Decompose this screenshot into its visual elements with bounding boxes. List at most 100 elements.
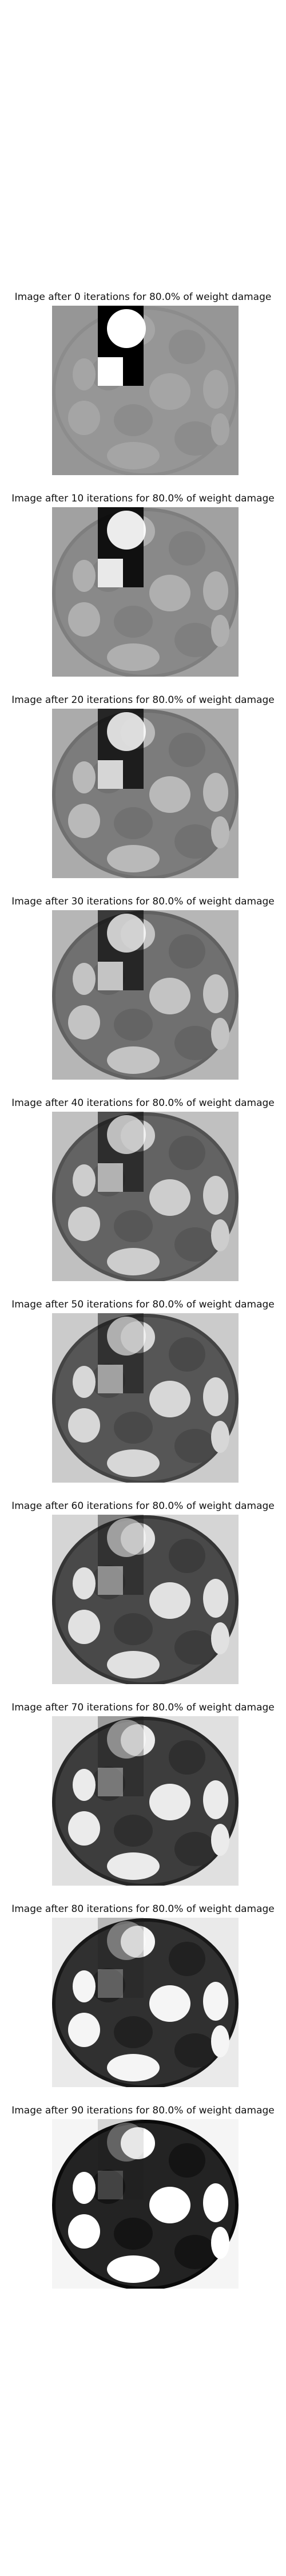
dark-patch bbox=[169, 531, 205, 566]
panel-iter-60: Image after 60 iterations for 80.0% of w… bbox=[0, 1500, 286, 1694]
white-patch bbox=[149, 978, 190, 1014]
panel-iter-90: Image after 90 iterations for 80.0% of w… bbox=[0, 2104, 286, 2299]
panel-title: Image after 20 iterations for 80.0% of w… bbox=[11, 694, 275, 706]
white-patch bbox=[98, 1768, 123, 1796]
white-patch bbox=[149, 2187, 190, 2223]
panel-iter-50: Image after 50 iterations for 80.0% of w… bbox=[0, 1298, 286, 1493]
white-patch bbox=[73, 1366, 96, 1398]
white-patch bbox=[149, 1381, 190, 1417]
ball-svg bbox=[52, 1112, 239, 1281]
dark-patch bbox=[169, 1337, 205, 1372]
dark-patch bbox=[169, 733, 205, 767]
damaged-region bbox=[98, 1918, 144, 1998]
white-patch bbox=[98, 2171, 123, 2199]
white-patch bbox=[68, 1811, 100, 1846]
white-patch bbox=[107, 914, 146, 953]
white-patch bbox=[73, 2172, 96, 2204]
soccer-ball-image bbox=[52, 1112, 239, 1281]
white-patch bbox=[98, 559, 123, 587]
white-patch bbox=[73, 963, 96, 995]
ball-svg bbox=[52, 1313, 239, 1483]
white-patch bbox=[107, 442, 160, 469]
white-patch bbox=[203, 1982, 228, 2021]
dark-patch bbox=[114, 1412, 153, 1444]
damaged-region bbox=[98, 2119, 144, 2199]
white-patch bbox=[107, 1720, 146, 1759]
soccer-ball-image bbox=[52, 1918, 239, 2087]
white-patch bbox=[211, 2025, 229, 2057]
soccer-ball-image bbox=[52, 1313, 239, 1483]
dark-patch bbox=[91, 1968, 125, 2002]
white-patch bbox=[68, 1610, 100, 1644]
white-patch bbox=[149, 373, 190, 410]
soccer-ball-image bbox=[52, 1716, 239, 1886]
white-patch bbox=[98, 1163, 123, 1192]
white-patch bbox=[211, 1018, 229, 1050]
white-patch bbox=[107, 1046, 160, 1074]
panel-iter-40: Image after 40 iterations for 80.0% of w… bbox=[0, 1097, 286, 1291]
panel-title: Image after 0 iterations for 80.0% of we… bbox=[14, 291, 272, 303]
dark-patch bbox=[174, 2235, 216, 2269]
panel-iter-70: Image after 70 iterations for 80.0% of w… bbox=[0, 1701, 286, 1896]
ball-svg bbox=[52, 1716, 239, 1886]
white-patch bbox=[149, 1784, 190, 1820]
white-patch bbox=[107, 2054, 160, 2081]
white-patch bbox=[107, 1651, 160, 1678]
white-patch bbox=[203, 1176, 228, 1215]
dark-patch bbox=[114, 1210, 153, 1242]
panel-title: Image after 70 iterations for 80.0% of w… bbox=[11, 1702, 275, 1713]
white-patch bbox=[73, 1769, 96, 1801]
ball-svg bbox=[52, 1515, 239, 1684]
white-patch bbox=[121, 2127, 155, 2159]
white-patch bbox=[73, 1567, 96, 1599]
white-patch bbox=[149, 1985, 190, 2022]
white-patch bbox=[149, 1179, 190, 1216]
dark-patch bbox=[174, 1832, 216, 1866]
dark-patch bbox=[91, 1565, 125, 1599]
white-patch bbox=[98, 357, 123, 386]
white-patch bbox=[107, 309, 146, 348]
soccer-ball-image bbox=[52, 306, 239, 475]
panel-title: Image after 80 iterations for 80.0% of w… bbox=[11, 1903, 275, 1915]
dark-patch bbox=[169, 1740, 205, 1775]
dark-patch bbox=[174, 1026, 216, 1060]
soccer-ball-image bbox=[52, 709, 239, 878]
panel-title: Image after 50 iterations for 80.0% of w… bbox=[11, 1299, 275, 1310]
white-patch bbox=[98, 1566, 123, 1595]
white-patch bbox=[203, 370, 228, 409]
dark-patch bbox=[174, 421, 216, 456]
panel-title: Image after 60 iterations for 80.0% of w… bbox=[11, 1500, 275, 1512]
white-patch bbox=[73, 1164, 96, 1196]
white-patch bbox=[203, 571, 228, 610]
ball-svg bbox=[52, 1918, 239, 2087]
dark-patch bbox=[91, 2170, 125, 2204]
dark-patch bbox=[169, 1942, 205, 1976]
white-patch bbox=[73, 358, 96, 390]
white-patch bbox=[68, 1207, 100, 1241]
panel-iter-10: Image after 10 iterations for 80.0% of w… bbox=[0, 492, 286, 687]
white-patch bbox=[107, 511, 146, 550]
white-patch bbox=[211, 816, 229, 848]
white-patch bbox=[107, 1248, 160, 1275]
dark-patch bbox=[174, 1630, 216, 1665]
panel-title: Image after 40 iterations for 80.0% of w… bbox=[11, 1097, 275, 1109]
dark-patch bbox=[169, 330, 205, 364]
dark-patch bbox=[169, 934, 205, 969]
white-patch bbox=[211, 615, 229, 647]
white-patch bbox=[107, 1115, 146, 1154]
dark-patch bbox=[174, 1429, 216, 1463]
soccer-ball-image bbox=[52, 507, 239, 677]
panel-iter-20: Image after 20 iterations for 80.0% of w… bbox=[0, 694, 286, 888]
white-patch bbox=[98, 1969, 123, 1998]
white-patch bbox=[68, 1005, 100, 1040]
white-patch bbox=[68, 2214, 100, 2249]
dark-patch bbox=[91, 1767, 125, 1801]
white-patch bbox=[68, 1408, 100, 1443]
white-patch bbox=[73, 761, 96, 793]
ball-svg bbox=[52, 507, 239, 677]
white-patch bbox=[203, 974, 228, 1013]
white-patch bbox=[211, 1622, 229, 1654]
white-patch bbox=[107, 2255, 160, 2283]
panel-iter-80: Image after 80 iterations for 80.0% of w… bbox=[0, 1903, 286, 2097]
white-patch bbox=[203, 2183, 228, 2222]
